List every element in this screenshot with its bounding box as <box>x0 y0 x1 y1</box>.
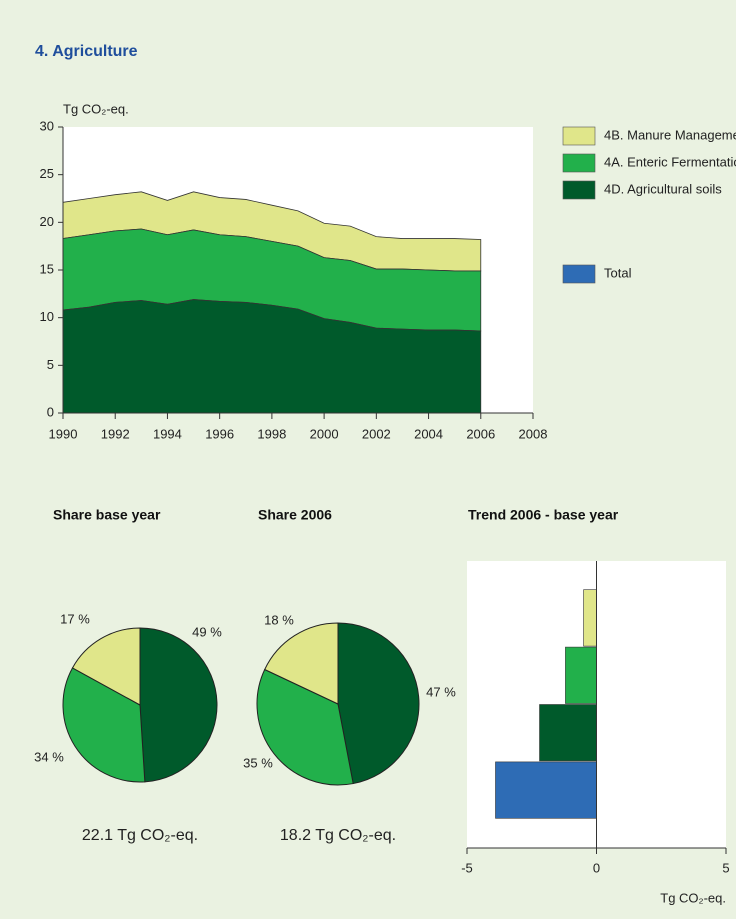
legend-swatch <box>562 264 596 284</box>
pie-label: 18 % <box>264 612 294 627</box>
legend-label: Total <box>604 265 632 280</box>
legend-swatch <box>562 126 596 146</box>
chart-title: Trend 2006 - base year <box>468 507 619 523</box>
y-axis-label: Tg CO₂-eq. <box>63 101 129 116</box>
x-tick-label: 1996 <box>205 426 234 441</box>
bar <box>565 646 597 704</box>
y-tick-label: 30 <box>40 118 54 133</box>
chart-title: Share base year <box>53 507 161 523</box>
x-tick-label: 2002 <box>362 426 391 441</box>
chart-title: Share 2006 <box>258 507 332 523</box>
x-tick-label: 2006 <box>466 426 495 441</box>
y-tick-label: 15 <box>40 261 54 276</box>
pie-caption: 22.1 Tg CO₂-eq. <box>82 827 198 844</box>
page-title: 4. Agriculture <box>35 43 138 60</box>
pie-caption: 18.2 Tg CO₂-eq. <box>280 827 396 844</box>
pie-label: 17 % <box>60 611 90 626</box>
pie-label: 34 % <box>34 749 64 764</box>
x-tick-label: 1994 <box>153 426 182 441</box>
legend-swatch <box>562 180 596 200</box>
x-tick-label: 1990 <box>49 426 78 441</box>
legend-label: 4D. Agricultural soils <box>604 181 722 196</box>
x-tick-label: 1998 <box>257 426 286 441</box>
x-tick-label: 5 <box>722 860 729 875</box>
x-tick-label: 2008 <box>519 426 548 441</box>
x-axis-label: Tg CO₂-eq. <box>660 890 726 905</box>
legend-label: 4A. Enteric Fermentation <box>604 154 736 169</box>
bar <box>583 589 597 647</box>
y-tick-label: 10 <box>40 309 54 324</box>
pie-slice <box>71 627 141 706</box>
x-tick-label: 0 <box>593 860 600 875</box>
x-tick-label: 1992 <box>101 426 130 441</box>
x-tick-label: 2004 <box>414 426 443 441</box>
bar <box>495 761 597 819</box>
y-tick-label: 25 <box>40 166 54 181</box>
y-tick-label: 5 <box>47 357 54 372</box>
pie-slice <box>264 622 339 705</box>
x-tick-label: 2000 <box>310 426 339 441</box>
bar <box>539 704 597 762</box>
pie-label: 49 % <box>192 624 222 639</box>
y-tick-label: 20 <box>40 214 54 229</box>
x-tick-label: -5 <box>461 860 473 875</box>
legend-label: 4B. Manure Management <box>604 127 736 142</box>
pie-slice <box>256 668 354 786</box>
pie-slice <box>337 622 420 785</box>
pie-label: 35 % <box>243 755 273 770</box>
legend-swatch <box>562 153 596 173</box>
pie-slice <box>139 627 218 783</box>
pie-label: 47 % <box>426 684 456 699</box>
y-tick-label: 0 <box>47 404 54 419</box>
